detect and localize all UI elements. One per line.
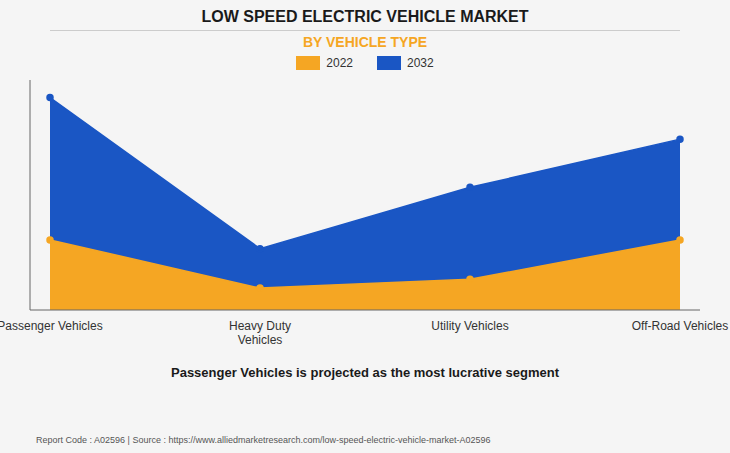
svg-text:Heavy DutyVehicles: Heavy DutyVehicles xyxy=(229,319,291,347)
html-text:2032: 2032 xyxy=(407,56,434,70)
svg-text:Off-Road Vehicles: Off-Road Vehicles xyxy=(632,319,722,333)
html-text:Report Code : A02596 | Source: Report Code : A02596 | Source : https://… xyxy=(36,435,491,445)
svg-text:Passenger Vehicles: Passenger Vehicles xyxy=(8,319,103,333)
svg-text:Utility Vehicles: Utility Vehicles xyxy=(431,319,508,333)
html-text:Passenger Vehicles is projecte: Passenger Vehicles is projected as the m… xyxy=(171,365,559,380)
html-text:BY VEHICLE TYPE: BY VEHICLE TYPE xyxy=(302,34,428,50)
html-text:LOW SPEED ELECTRIC VEHICLE MAR: LOW SPEED ELECTRIC VEHICLE MARKET xyxy=(201,8,529,25)
html-text:2022: 2022 xyxy=(326,56,353,70)
